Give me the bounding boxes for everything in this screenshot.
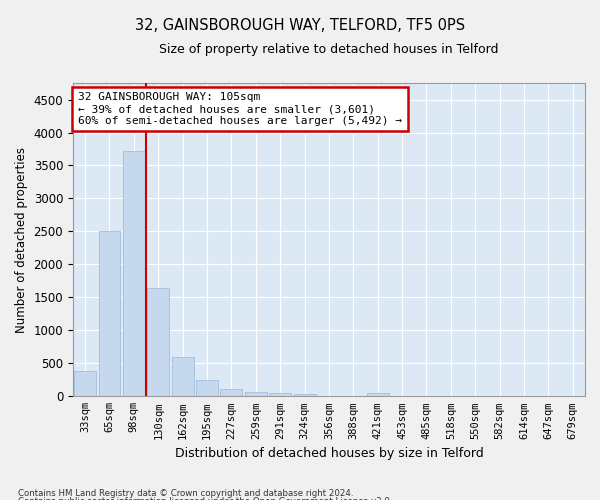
Bar (74, 371, 96, 396)
Bar (245, 392, 267, 396)
Y-axis label: Number of detached properties: Number of detached properties (15, 146, 28, 332)
Bar (98, 232, 121, 396)
Text: 32, GAINSBOROUGH WAY, TELFORD, TF5 0PS: 32, GAINSBOROUGH WAY, TELFORD, TF5 0PS (135, 18, 465, 32)
Bar (123, 151, 145, 396)
Bar (172, 356, 194, 397)
Text: 32 GAINSBOROUGH WAY: 105sqm
← 39% of detached houses are smaller (3,601)
60% of : 32 GAINSBOROUGH WAY: 105sqm ← 39% of det… (78, 92, 402, 126)
Bar (220, 389, 242, 396)
Text: Contains public sector information licensed under the Open Government Licence v3: Contains public sector information licen… (18, 497, 392, 500)
Title: Size of property relative to detached houses in Telford: Size of property relative to detached ho… (159, 42, 499, 56)
X-axis label: Distribution of detached houses by size in Telford: Distribution of detached houses by size … (175, 447, 484, 460)
Text: Contains HM Land Registry data © Crown copyright and database right 2024.: Contains HM Land Registry data © Crown c… (18, 488, 353, 498)
Bar (269, 394, 291, 396)
Bar (293, 394, 316, 396)
Bar (147, 288, 169, 397)
Bar (367, 392, 389, 396)
Bar (196, 380, 218, 396)
